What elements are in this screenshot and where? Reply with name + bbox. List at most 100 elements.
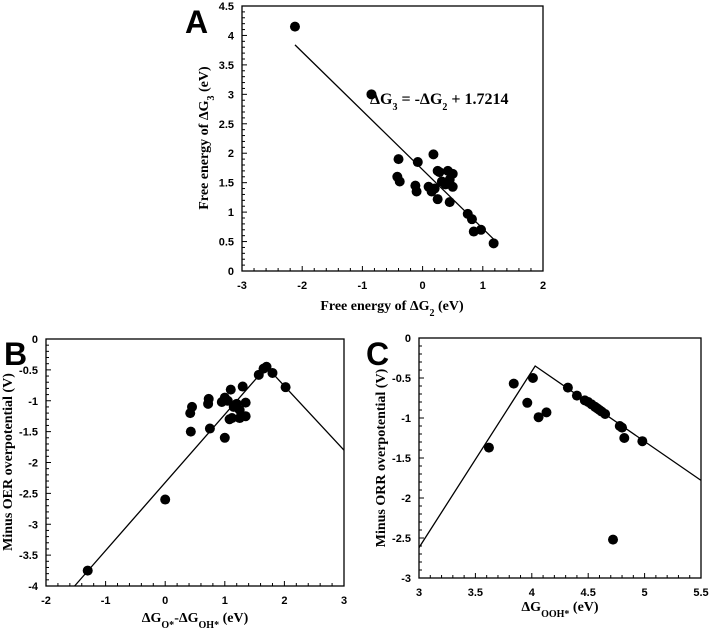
- data-point: [222, 395, 233, 406]
- x-tick-label: 2: [540, 280, 546, 292]
- data-point: [160, 494, 171, 505]
- x-tick-label: 2: [281, 595, 287, 607]
- y-tick-label: 2.5: [219, 119, 234, 131]
- panel-b: -2 -1 0 1 2 3-4-3.5-3-2.5-2-1.5-1-0.50ΔGO*-ΔG…: [1, 334, 347, 628]
- data-point: [366, 89, 377, 100]
- data-point: [393, 154, 404, 165]
- data-point: [267, 367, 278, 378]
- data-point: [434, 167, 445, 178]
- data-point: [240, 397, 251, 408]
- label-segment: Minus OER overpotential (V): [1, 373, 16, 551]
- y-tick-label: -0.5: [392, 373, 411, 385]
- label-segment: OH*: [199, 620, 220, 628]
- y-tick-label: -2: [28, 458, 38, 470]
- panel-label: B: [4, 336, 27, 372]
- label-segment: ΔG: [521, 600, 541, 615]
- label-segment: ΔG: [370, 91, 393, 108]
- label-segment: 2: [430, 308, 435, 319]
- y-tick-label: -0.5: [19, 365, 38, 377]
- data-point: [185, 426, 196, 437]
- x-tick-label: 1: [480, 280, 486, 292]
- data-point: [522, 397, 533, 408]
- x-tick-label: -2: [297, 280, 307, 292]
- x-tick-label: 4: [529, 587, 536, 599]
- y-tick-label: 4.5: [219, 1, 234, 13]
- y-tick-label: 1.5: [219, 178, 234, 190]
- data-point: [475, 224, 486, 235]
- label-segment: (eV): [197, 66, 212, 95]
- data-point: [280, 382, 291, 393]
- label-segment: O*: [161, 620, 174, 628]
- x-tick-label: 5.5: [693, 587, 708, 599]
- data-point: [444, 197, 455, 208]
- y-tick-label: -2.5: [392, 533, 411, 545]
- label-segment: OOH*: [541, 609, 569, 620]
- fit-line: [294, 44, 495, 240]
- data-point: [203, 393, 214, 404]
- y-tick-label: -3: [28, 519, 38, 531]
- y-tick-label: -2: [401, 493, 411, 505]
- data-point: [432, 194, 443, 205]
- x-tick-label: 5: [642, 587, 648, 599]
- x-tick-label: 3: [416, 587, 422, 599]
- y-tick-label: -1.5: [19, 427, 38, 439]
- data-point: [429, 183, 440, 194]
- data-point: [187, 401, 198, 412]
- data-point: [533, 412, 544, 423]
- x-tick-label: -1: [101, 595, 111, 607]
- regression-equation: ΔG3 = -ΔG2 + 1.7214: [370, 91, 509, 113]
- x-tick-label: 3.5: [468, 587, 483, 599]
- x-tick-label: 0: [420, 280, 426, 292]
- label-segment: (eV): [569, 600, 598, 615]
- data-point: [483, 442, 494, 453]
- data-point: [428, 149, 439, 160]
- data-point: [571, 390, 582, 401]
- data-point: [261, 361, 272, 372]
- y-tick-label: -3.5: [19, 550, 38, 562]
- label-segment: (eV): [435, 299, 464, 314]
- y-tick-label: 2: [228, 148, 234, 160]
- data-point: [562, 382, 573, 393]
- label-segment: = -ΔG: [397, 91, 442, 108]
- panel-a: -3 -2 -1 0 1 2 0 0.5 1 1.5 2 2.5 3 3.5 4 4.5 Free energy…: [185, 1, 546, 319]
- y-axis-label: Minus ORR overpotential (V): [374, 368, 389, 547]
- y-tick-label: 0: [228, 266, 234, 278]
- panel-c: 3 3.5 4 4.5 5 5.5 -3 -2.5 -2 -1.5 -1 -0.5 0 ΔGOOH* (e…: [366, 333, 709, 620]
- data-point: [82, 565, 93, 576]
- plot-frame: [241, 5, 544, 272]
- x-tick-label: 0: [162, 595, 168, 607]
- data-point: [508, 378, 519, 389]
- x-axis-label: ΔGOOH* (eV): [521, 600, 599, 620]
- data-point: [527, 373, 538, 383]
- y-tick-label: -2.5: [19, 488, 38, 500]
- y-tick-label: -3: [401, 573, 411, 585]
- data-point: [394, 176, 405, 187]
- y-tick-label: 0: [405, 333, 411, 345]
- label-segment: + 1.7214: [447, 91, 508, 108]
- data-point: [289, 21, 300, 32]
- data-point: [637, 436, 648, 447]
- x-tick-label: 1: [222, 595, 228, 607]
- label-segment: 3: [206, 95, 217, 100]
- x-tick-label: 4.5: [581, 587, 596, 599]
- data-point: [619, 433, 630, 443]
- data-point: [204, 423, 215, 434]
- label-segment: 3: [392, 102, 397, 113]
- label-segment: Free energy of ΔG: [320, 299, 429, 314]
- y-tick-label: -1: [28, 396, 38, 408]
- y-tick-label: -4: [28, 581, 39, 593]
- data-point: [412, 157, 423, 168]
- panel-label: A: [185, 4, 208, 40]
- data-point: [447, 181, 458, 192]
- x-axis-label: ΔGO*-ΔGOH* (eV): [142, 611, 249, 628]
- x-axis-label: Free energy of ΔG2 (eV): [320, 299, 464, 319]
- y-tick-label: -1: [401, 413, 411, 425]
- data-point: [234, 405, 245, 416]
- x-tick-label: -2: [41, 595, 51, 607]
- data-point: [600, 409, 611, 419]
- y-tick-label: 1: [228, 207, 234, 219]
- fit-line: [418, 365, 702, 548]
- data-point: [225, 384, 236, 395]
- label-segment: Minus ORR overpotential (V): [374, 368, 389, 547]
